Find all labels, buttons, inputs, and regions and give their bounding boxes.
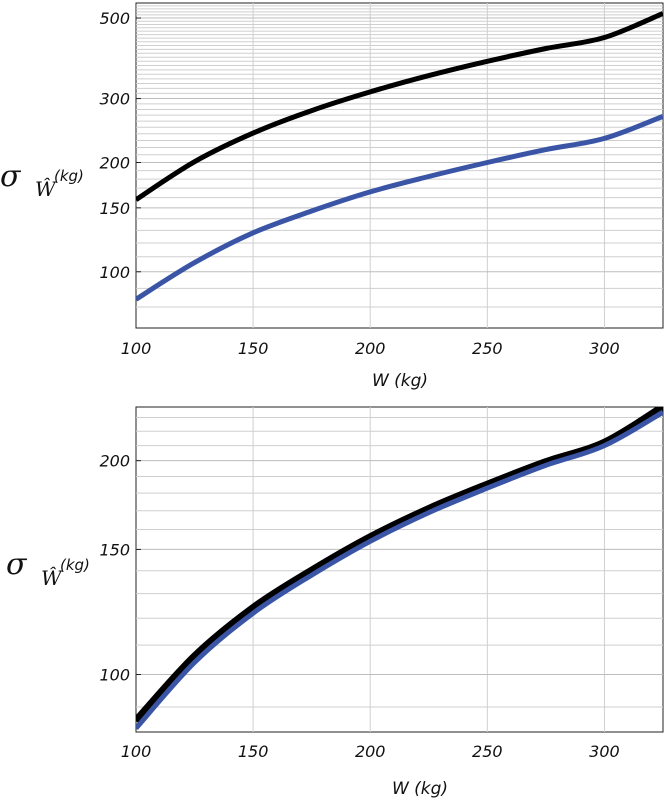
x-tick-label: 150: [238, 742, 269, 761]
y-tick-label: 500: [99, 9, 130, 28]
y-tick-label: 100: [99, 666, 130, 685]
x-tick-label: 200: [355, 339, 386, 358]
y-tick-label: 150: [99, 540, 130, 559]
series-line-1: [136, 11, 663, 202]
y-tick-label: 200: [99, 452, 130, 471]
y-axis-label-bottom: σ Ŵ (kg): [6, 547, 90, 590]
x-tick-label: 300: [589, 742, 620, 761]
chart-bottom: 100 150 200 250 300 100 150 200 W (kg) σ Ŵ (kg…: [6, 406, 664, 799]
x-tick-label: 100: [121, 742, 152, 761]
x-axis-label-top: W (kg): [372, 371, 428, 391]
y-ticks-bottom: 100 150 200: [99, 452, 141, 685]
x-tick-label: 100: [121, 339, 152, 358]
plot-frame-bottom: [135, 406, 664, 733]
grid-bottom: [136, 407, 663, 732]
x-tick-label: 250: [472, 742, 503, 761]
y-unit: (kg): [60, 556, 90, 574]
series-line-1: [136, 407, 663, 724]
x-ticks-top: 100 150 200 250 300: [121, 339, 620, 358]
y-tick-label: 100: [99, 263, 130, 282]
series-line-2: [136, 410, 663, 730]
series-line-2: [136, 113, 663, 302]
series-top: [136, 11, 663, 302]
w-hat-subscript: Ŵ: [41, 566, 63, 590]
y-tick-label: 150: [99, 199, 130, 218]
sigma-symbol: σ: [6, 547, 28, 582]
plot-frame-top: [135, 2, 664, 329]
y-tick-label: 200: [99, 153, 130, 172]
y-ticks-top: 100 150 200 300 500: [99, 9, 141, 282]
y-tick-label: 300: [99, 90, 130, 109]
x-tick-label: 150: [238, 339, 269, 358]
x-tick-label: 200: [355, 742, 386, 761]
grid-top: [136, 3, 663, 328]
y-axis-label-top: σ Ŵ (kg): [0, 159, 84, 201]
x-tick-label: 250: [472, 339, 503, 358]
y-unit: (kg): [54, 167, 84, 185]
series-bottom: [136, 407, 663, 730]
x-axis-label-bottom: W (kg): [392, 779, 448, 799]
x-ticks-bottom: 100 150 200 250 300: [121, 742, 620, 761]
w-hat-subscript: Ŵ: [35, 177, 57, 201]
sigma-symbol: σ: [0, 159, 22, 194]
chart-top: 100 150 200 250 300 100 150 200 300 500 W (kg) σ…: [0, 2, 664, 391]
x-tick-label: 300: [589, 339, 620, 358]
